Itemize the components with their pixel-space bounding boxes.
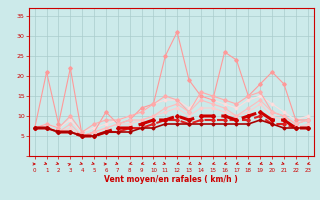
X-axis label: Vent moyen/en rafales ( km/h ): Vent moyen/en rafales ( km/h ) — [104, 175, 238, 184]
